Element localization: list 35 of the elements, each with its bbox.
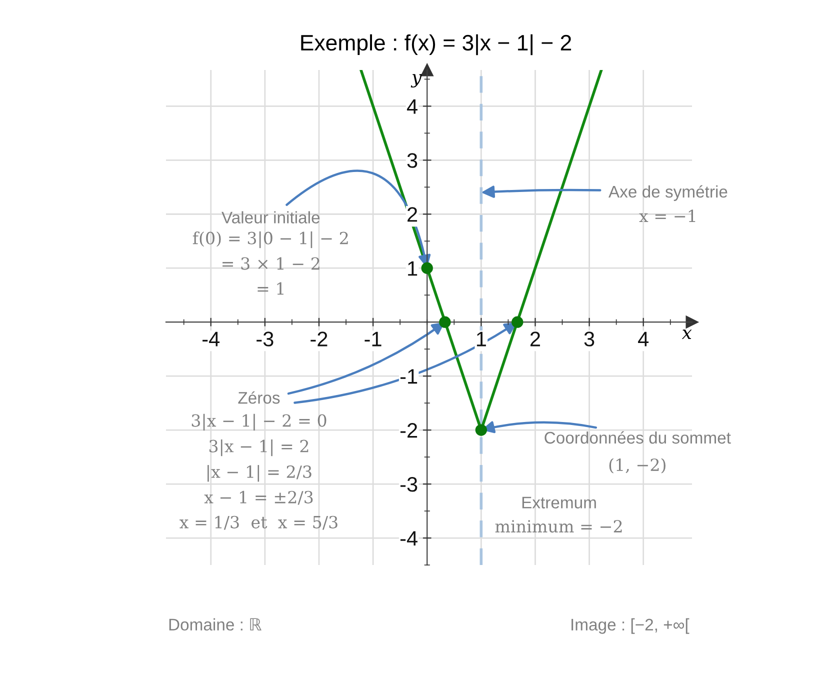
annotation: 3|x − 1| − 2 = 0 3|x − 1| = 2 |x − 1| = 2/3 x − 1 = ±2/3 x = 1/3 et x = 5/3 xyxy=(180,414,338,530)
annotation: x = −1 xyxy=(639,210,696,222)
point xyxy=(421,262,433,274)
x-axis-title: x xyxy=(682,330,692,340)
y-tick-label: 3 xyxy=(407,153,418,168)
y-tick-label: -4 xyxy=(400,531,418,546)
y-tick-label: -3 xyxy=(400,477,418,492)
y-tick-label: -1 xyxy=(400,369,418,384)
y-tick-label: 2 xyxy=(408,207,418,222)
annotation: f(0) = 3|0 − 1| − 2 = 3 × 1 − 2 = 1 xyxy=(192,231,348,295)
point xyxy=(439,316,451,328)
point xyxy=(475,424,488,436)
y-tick-label: 1 xyxy=(408,261,418,276)
chart-title: Exemple : f(x) = 3|x − 1| − 2 xyxy=(301,34,572,56)
x-tick-label: -3 xyxy=(256,332,274,346)
annotation: Extremum xyxy=(522,496,596,508)
y-tick-label: 4 xyxy=(406,99,418,114)
x-tick-label: -4 xyxy=(202,332,220,346)
annotation: Valeur initiale xyxy=(222,211,320,224)
x-tick-label: 3 xyxy=(584,332,594,346)
x-tick-label: 1 xyxy=(476,332,486,346)
annotation: (1, −2) xyxy=(609,458,666,474)
x-tick-label: -2 xyxy=(310,332,328,346)
x-tick-label: 4 xyxy=(638,332,649,346)
x-tick-label: 2 xyxy=(530,332,540,346)
y-tick-label: -2 xyxy=(400,423,418,438)
annotation: minimum = −2 xyxy=(495,520,622,533)
text: Image : [−2, +∞[ xyxy=(572,618,690,634)
text: Domaine : ℝ xyxy=(169,618,262,631)
y-axis-title: y xyxy=(410,74,422,88)
annotation: Coordonnées du sommet xyxy=(544,431,731,444)
annotation: Zéros xyxy=(238,391,280,404)
point xyxy=(512,316,524,328)
annotation: Axe de symétrie xyxy=(608,185,728,201)
x-tick-label: -1 xyxy=(364,332,382,346)
